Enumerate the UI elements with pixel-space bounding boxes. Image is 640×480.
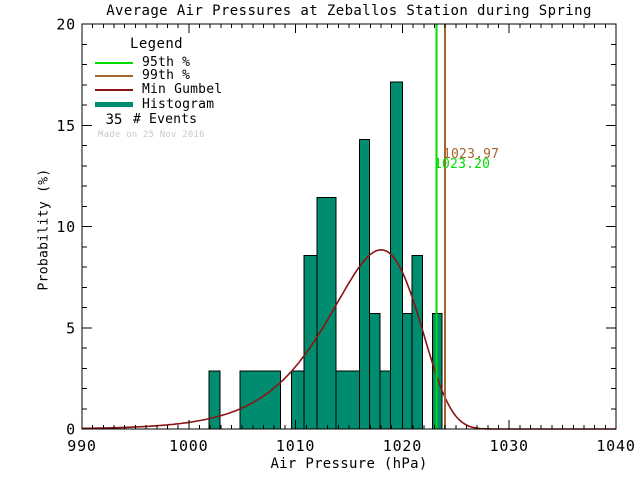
brown-line-swatch-icon bbox=[95, 74, 133, 77]
histogram-bar bbox=[379, 370, 392, 430]
y-tick-label: 5 bbox=[66, 319, 76, 337]
histogram-bar bbox=[368, 312, 381, 430]
legend-item-label: 95th % bbox=[142, 55, 191, 70]
y-tick-label: 0 bbox=[66, 421, 76, 439]
histogram-bar bbox=[316, 197, 337, 430]
legend-item-label: Histogram bbox=[142, 97, 215, 112]
histogram-bar bbox=[303, 254, 318, 430]
legend-item-label: Min Gumbel bbox=[142, 82, 223, 97]
x-tick-label: 1010 bbox=[276, 437, 315, 455]
legend-item-99th-percentile: 99th % bbox=[95, 68, 191, 83]
legend-item-histogram: Histogram bbox=[95, 97, 215, 112]
legend-item-min-gumbel: Min Gumbel bbox=[95, 82, 223, 97]
dark-red-line-swatch-icon bbox=[95, 88, 133, 91]
histogram-bar bbox=[208, 370, 221, 430]
events-count: 35 bbox=[105, 111, 123, 128]
chart-title: Average Air Pressures at Zeballos Statio… bbox=[106, 3, 592, 19]
histogram-bar bbox=[401, 312, 413, 430]
histogram-bar bbox=[335, 370, 361, 430]
legend-item-95th-percentile: 95th % bbox=[95, 55, 191, 70]
y-tick-label: 10 bbox=[56, 218, 76, 236]
x-tick-label: 990 bbox=[67, 437, 97, 455]
histogram-bar bbox=[411, 254, 424, 430]
histogram-bar bbox=[239, 370, 282, 430]
percentile-95-value-label: 1023.20 bbox=[434, 157, 491, 172]
events-label: # Events bbox=[133, 112, 198, 127]
x-tick-label: 1000 bbox=[169, 437, 208, 455]
histogram-bar bbox=[359, 139, 370, 430]
percentile-99-value-label: 1023.97 bbox=[443, 147, 500, 162]
legend-item-events: 35 # Events bbox=[95, 111, 198, 128]
watermark: Made on 25 Nov 2016 bbox=[98, 130, 205, 140]
green-line-swatch-icon bbox=[95, 61, 133, 64]
legend-heading: Legend bbox=[130, 36, 183, 52]
y-axis-title: Probability (%) bbox=[36, 168, 52, 291]
x-axis-title: Air Pressure (hPa) bbox=[270, 456, 428, 472]
legend: Legend 95th % 99th % Min Gumbel Histogra… bbox=[93, 36, 323, 146]
teal-bar-swatch-icon bbox=[95, 102, 133, 107]
legend-item-label: 99th % bbox=[142, 68, 191, 83]
x-tick-label: 1030 bbox=[490, 437, 529, 455]
x-tick-label: 1020 bbox=[383, 437, 422, 455]
y-tick-label: 20 bbox=[56, 16, 76, 34]
histogram-bar bbox=[290, 370, 305, 430]
y-tick-label: 15 bbox=[56, 117, 76, 135]
x-tick-label: 1040 bbox=[596, 437, 635, 455]
